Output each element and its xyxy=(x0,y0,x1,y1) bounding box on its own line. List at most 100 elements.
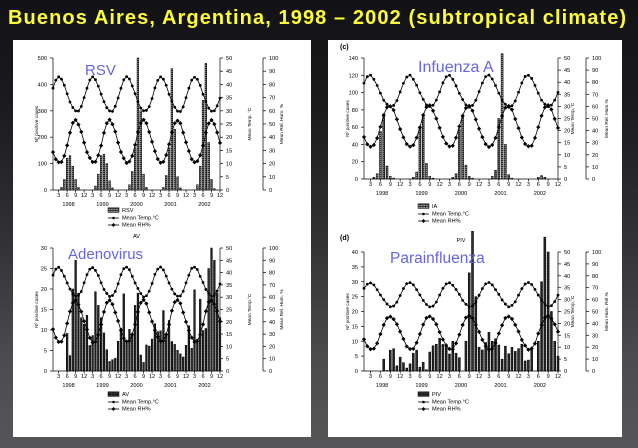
svg-text:3: 3 xyxy=(57,374,60,380)
svg-text:9: 9 xyxy=(142,193,145,199)
svg-text:40: 40 xyxy=(269,320,275,326)
svg-text:20: 20 xyxy=(352,160,358,166)
svg-text:3: 3 xyxy=(193,374,196,380)
svg-text:60: 60 xyxy=(269,295,275,301)
svg-text:45: 45 xyxy=(564,262,570,268)
svg-text:12: 12 xyxy=(149,374,155,380)
svg-text:2001: 2001 xyxy=(494,383,506,389)
svg-text:Mean Rel. Hum. %: Mean Rel. Hum. % xyxy=(279,289,285,330)
svg-text:35: 35 xyxy=(226,283,232,289)
svg-text:9: 9 xyxy=(428,374,431,380)
svg-text:6: 6 xyxy=(379,182,382,188)
svg-text:70: 70 xyxy=(269,283,275,289)
svg-text:30: 30 xyxy=(564,298,570,304)
svg-text:80: 80 xyxy=(352,108,358,114)
svg-text:2001: 2001 xyxy=(164,383,176,389)
svg-text:30: 30 xyxy=(352,280,358,286)
svg-text:9: 9 xyxy=(468,182,471,188)
svg-text:Nº positive cases: Nº positive cases xyxy=(345,293,351,330)
svg-text:400: 400 xyxy=(38,82,47,88)
svg-text:2000: 2000 xyxy=(455,191,467,197)
svg-text:9: 9 xyxy=(210,193,213,199)
svg-text:1998: 1998 xyxy=(376,191,388,197)
svg-text:3: 3 xyxy=(487,182,490,188)
svg-text:AV: AV xyxy=(133,234,140,240)
svg-text:AV: AV xyxy=(122,392,129,398)
svg-text:6: 6 xyxy=(66,193,69,199)
svg-text:Mean Temp. °C: Mean Temp. °C xyxy=(247,107,253,141)
svg-text:12: 12 xyxy=(397,182,403,188)
svg-text:Mean Temp.°C: Mean Temp.°C xyxy=(432,400,469,406)
svg-text:0: 0 xyxy=(564,177,567,183)
svg-text:6: 6 xyxy=(418,374,421,380)
svg-text:0: 0 xyxy=(269,369,272,375)
svg-text:35: 35 xyxy=(352,265,358,271)
svg-text:10: 10 xyxy=(269,175,275,181)
svg-text:12: 12 xyxy=(437,182,443,188)
svg-text:0: 0 xyxy=(44,188,47,194)
svg-text:3: 3 xyxy=(125,193,128,199)
svg-text:35: 35 xyxy=(226,96,232,102)
svg-text:Mean Temp.°C: Mean Temp.°C xyxy=(122,400,159,406)
svg-text:6: 6 xyxy=(497,374,500,380)
svg-text:3: 3 xyxy=(527,182,530,188)
svg-text:3: 3 xyxy=(369,374,372,380)
svg-text:90: 90 xyxy=(269,69,275,75)
svg-text:50: 50 xyxy=(226,246,232,252)
svg-text:6: 6 xyxy=(167,193,170,199)
svg-text:100: 100 xyxy=(38,162,47,168)
svg-text:PIV: PIV xyxy=(456,238,465,244)
svg-text:60: 60 xyxy=(592,104,598,110)
svg-text:12: 12 xyxy=(183,193,189,199)
svg-text:0: 0 xyxy=(269,188,272,194)
svg-text:1998: 1998 xyxy=(376,383,388,389)
svg-text:IA: IA xyxy=(432,204,438,210)
svg-text:30: 30 xyxy=(226,295,232,301)
svg-text:6: 6 xyxy=(134,374,137,380)
svg-text:20: 20 xyxy=(41,287,47,293)
svg-text:Mean Hum. Rel.%: Mean Hum. Rel.% xyxy=(604,291,610,331)
svg-text:9: 9 xyxy=(389,374,392,380)
svg-text:12: 12 xyxy=(515,182,521,188)
svg-text:50: 50 xyxy=(226,56,232,62)
svg-text:70: 70 xyxy=(592,286,598,292)
svg-text:0: 0 xyxy=(592,177,595,183)
svg-text:2002: 2002 xyxy=(198,202,210,208)
svg-text:0: 0 xyxy=(564,369,567,375)
svg-text:6: 6 xyxy=(201,193,204,199)
svg-text:9: 9 xyxy=(74,374,77,380)
svg-text:100: 100 xyxy=(349,91,358,97)
svg-text:Mean Temp.°C: Mean Temp.°C xyxy=(570,295,576,327)
svg-text:3: 3 xyxy=(125,374,128,380)
svg-text:90: 90 xyxy=(592,68,598,74)
svg-text:2001: 2001 xyxy=(494,191,506,197)
svg-text:25: 25 xyxy=(41,267,47,273)
svg-text:5: 5 xyxy=(564,165,567,171)
svg-text:12: 12 xyxy=(81,374,87,380)
svg-text:20: 20 xyxy=(352,310,358,316)
svg-text:60: 60 xyxy=(269,109,275,115)
svg-text:20: 20 xyxy=(592,345,598,351)
svg-text:3: 3 xyxy=(408,374,411,380)
svg-text:30: 30 xyxy=(564,104,570,110)
svg-text:50: 50 xyxy=(564,56,570,62)
svg-text:80: 80 xyxy=(269,271,275,277)
svg-text:10: 10 xyxy=(352,339,358,345)
svg-text:2002: 2002 xyxy=(198,383,210,389)
svg-text:0: 0 xyxy=(355,177,358,183)
svg-text:Mean RH%: Mean RH% xyxy=(122,407,151,413)
svg-text:35: 35 xyxy=(564,92,570,98)
svg-text:Mean Rel. Hum. %: Mean Rel. Hum. % xyxy=(279,103,285,144)
svg-text:(c): (c) xyxy=(340,43,349,51)
svg-text:3: 3 xyxy=(369,182,372,188)
svg-text:12: 12 xyxy=(437,374,443,380)
svg-text:Nº positive cases: Nº positive cases xyxy=(345,100,351,137)
svg-text:2001: 2001 xyxy=(164,202,176,208)
svg-text:12: 12 xyxy=(555,374,561,380)
svg-text:40: 40 xyxy=(269,135,275,141)
svg-text:9: 9 xyxy=(108,193,111,199)
svg-text:10: 10 xyxy=(269,357,275,363)
svg-text:20: 20 xyxy=(226,135,232,141)
svg-text:12: 12 xyxy=(81,193,87,199)
svg-text:30: 30 xyxy=(592,141,598,147)
